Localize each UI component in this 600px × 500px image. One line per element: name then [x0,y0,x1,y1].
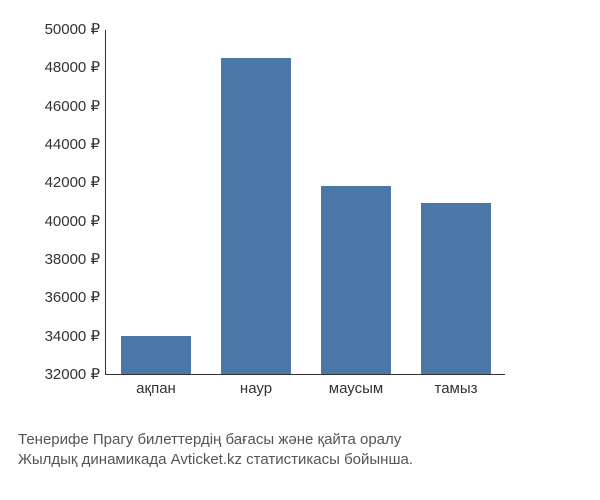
y-tick-label: 48000 ₽ [45,58,100,76]
y-tick-label: 40000 ₽ [45,212,100,230]
chart-caption: Тенерифе Прагу билеттердің бағасы және қ… [18,430,413,471]
price-chart: 32000 ₽ 34000 ₽ 36000 ₽ 38000 ₽ 40000 ₽ 42000… [0,0,600,500]
x-tick-label: наур [240,380,272,397]
caption-line-2: Жылдық динамикада Avticket.kz статистика… [18,450,413,470]
x-tick-label: тамыз [434,380,477,397]
bar [221,58,291,374]
bar [121,336,191,374]
y-tick-label: 32000 ₽ [45,365,100,383]
bar [421,203,491,374]
y-tick-label: 34000 ₽ [45,327,100,345]
y-tick-label: 36000 ₽ [45,288,100,306]
plot-area: 32000 ₽34000 ₽36000 ₽38000 ₽40000 ₽42000… [105,30,505,375]
y-tick-label: 38000 ₽ [45,250,100,268]
x-tick-label: ақпан [136,380,176,397]
y-tick-label: 42000 ₽ [45,173,100,191]
bar [321,186,391,374]
x-tick-label: маусым [329,380,383,397]
y-tick-label: 44000 ₽ [45,135,100,153]
y-tick-label: 50000 ₽ [45,20,100,38]
y-tick-label: 46000 ₽ [45,97,100,115]
caption-line-1: Тенерифе Прагу билеттердің бағасы және қ… [18,430,413,450]
